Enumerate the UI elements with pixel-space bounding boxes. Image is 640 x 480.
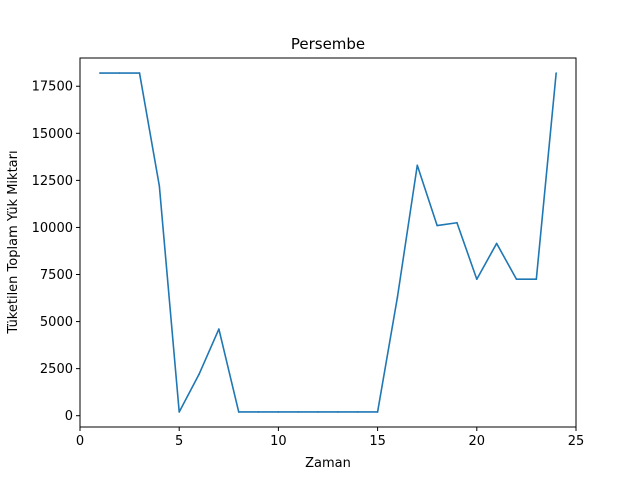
y-tick-label: 15000	[32, 127, 73, 142]
data-point	[178, 411, 180, 413]
data-point	[138, 72, 141, 74]
y-tick-label: 2500	[40, 362, 73, 377]
x-tick-label: 15	[369, 434, 386, 449]
data-point	[436, 224, 438, 227]
data-point	[277, 411, 280, 413]
y-tick-label: 17500	[32, 80, 73, 95]
data-point	[495, 242, 498, 245]
y-axis: 0 2500 5000 7500 10000 12500 15000 17500	[32, 80, 80, 424]
data-point	[297, 411, 300, 413]
data-point	[118, 72, 121, 74]
data-point	[218, 328, 220, 330]
data-point	[237, 411, 240, 413]
x-axis: 0 5 10 15 20 25	[76, 427, 584, 449]
y-tick-label: 10000	[32, 221, 73, 236]
x-tick-label: 20	[469, 434, 486, 449]
x-tick-label: 10	[270, 434, 287, 449]
y-tick-label: 12500	[32, 174, 73, 189]
x-tick-label: 5	[175, 434, 183, 449]
data-point	[416, 164, 419, 167]
data-point	[99, 72, 101, 74]
data-point	[515, 278, 518, 281]
x-tick-label: 25	[568, 434, 585, 449]
plot-area	[79, 57, 577, 428]
data-point	[476, 278, 478, 281]
data-point	[555, 72, 557, 74]
chart-title: Persembe	[291, 35, 365, 53]
data-point	[396, 296, 399, 298]
data-point	[337, 411, 339, 413]
data-point	[535, 278, 538, 281]
y-axis-label: Tüketilen Toplam Yük Miktarı	[6, 150, 21, 334]
y-tick-label: 7500	[40, 268, 73, 283]
data-point	[376, 411, 379, 413]
data-point	[356, 411, 359, 413]
data-point	[158, 185, 161, 187]
y-tick-label: 0	[65, 409, 73, 424]
series-layer	[99, 72, 557, 413]
x-tick-label: 0	[76, 434, 84, 449]
data-point	[317, 411, 319, 413]
x-axis-label: Zaman	[305, 456, 351, 471]
y-tick-label: 5000	[40, 315, 73, 330]
plot-frame	[79, 57, 577, 428]
data-point	[198, 373, 200, 376]
series-line-0	[99, 72, 557, 413]
data-point	[456, 221, 458, 224]
data-point	[257, 411, 260, 413]
